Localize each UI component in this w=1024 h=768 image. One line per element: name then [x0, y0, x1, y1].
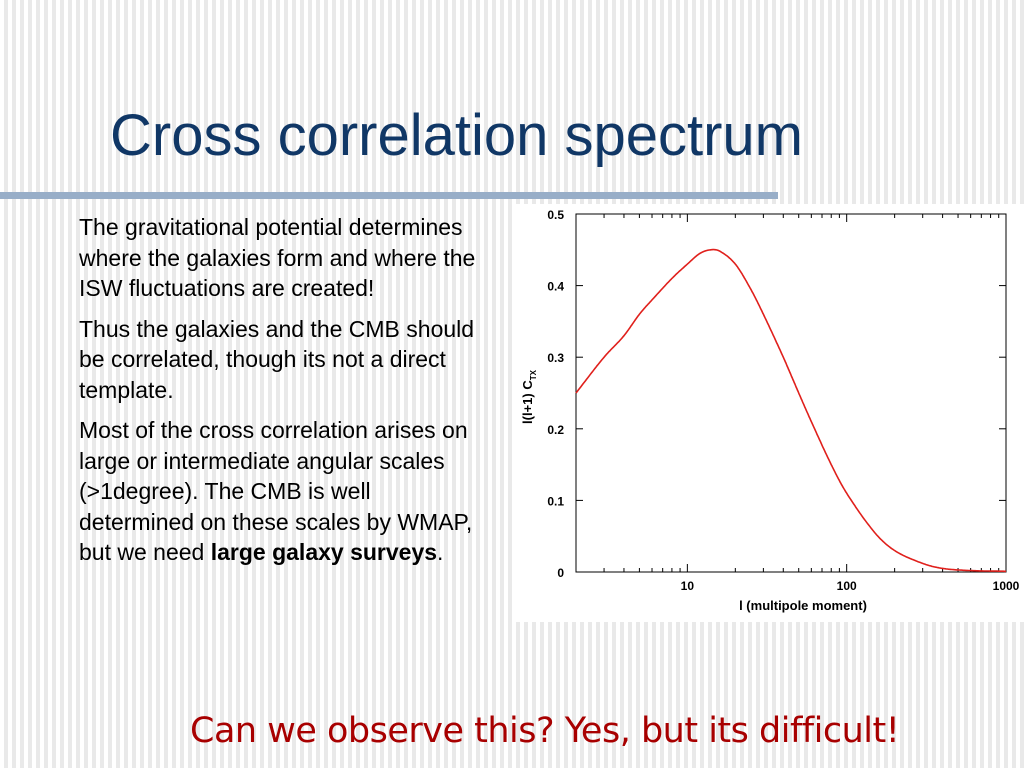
data-curve — [575, 248, 1006, 573]
x-tick-label: 1000 — [993, 579, 1020, 593]
y-tick-label: 0.2 — [547, 423, 564, 437]
y-axis-label-subscript: TX — [529, 369, 538, 380]
slide-title: Cross correlation spectrum — [110, 103, 803, 168]
y-tick-label: 0.4 — [547, 280, 564, 294]
y-axis-label-main: l(l+1) C — [520, 380, 535, 424]
paragraph-3: Most of the cross correlation arises on … — [79, 415, 484, 568]
plot-frame — [575, 213, 1007, 573]
y-tick-label: 0.1 — [547, 494, 564, 508]
y-tick-label: 0.5 — [547, 208, 564, 222]
paragraph-3-end: . — [437, 539, 444, 565]
paragraph-2: Thus the galaxies and the CMB should be … — [79, 315, 475, 403]
title-divider — [0, 192, 778, 199]
y-tick-label: 0.3 — [547, 351, 564, 365]
cross-correlation-chart: 0 0.1 0.2 0.3 0.4 0.5 10 100 1000 l (multipole mo… — [520, 208, 1020, 613]
y-axis-label: l(l+1) CTX — [520, 369, 538, 424]
paragraph-3-text: Most of the cross correlation arises on … — [79, 417, 473, 565]
y-tick-label: 0 — [557, 566, 564, 580]
x-axis-label: l (multipole moment) — [739, 598, 867, 613]
chart-panel: 0 0.1 0.2 0.3 0.4 0.5 10 100 1000 l (multipole mo… — [514, 204, 1024, 622]
x-tick-label: 10 — [681, 579, 695, 593]
x-tick-label: 100 — [837, 579, 857, 593]
footer-question: Can we observe this? Yes, but its diffic… — [190, 711, 900, 751]
paragraph-3-bold: large galaxy surveys — [210, 539, 438, 565]
paragraph-1: The gravitational potential determines w… — [79, 214, 476, 301]
body-text: The gravitational potential determines w… — [79, 212, 484, 578]
